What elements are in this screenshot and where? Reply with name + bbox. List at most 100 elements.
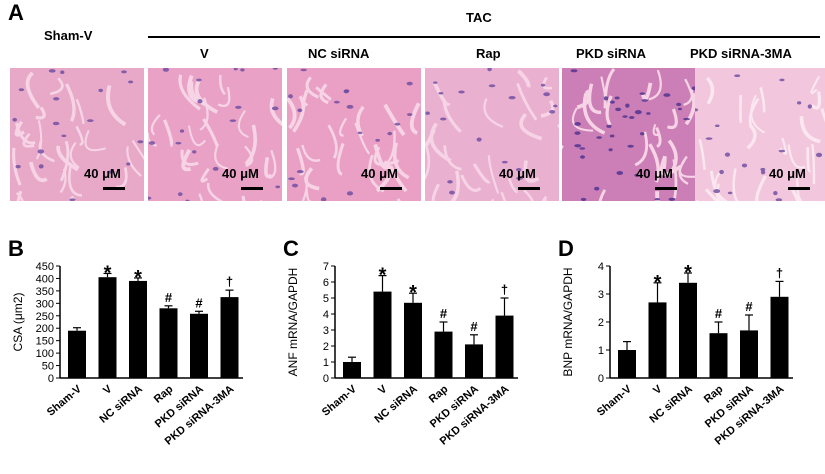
significance-marker: # (715, 306, 723, 321)
bar (404, 302, 422, 378)
y-tick-label: 6 (323, 277, 329, 289)
histology-image-nc-sirna: 40 μM (287, 68, 421, 201)
bar (740, 330, 758, 378)
scale-label: 40 μM (499, 166, 536, 181)
y-axis-label: CSA (μm2) (11, 293, 25, 352)
bar (648, 302, 667, 378)
y-tick-label: 450 (36, 261, 54, 273)
y-tick-label: 350 (36, 286, 54, 298)
significance-marker: † (501, 282, 508, 297)
significance-marker: * (409, 282, 417, 304)
bar (129, 280, 147, 378)
sham-label: Sham-V (44, 28, 93, 43)
bar (770, 296, 789, 378)
x-tick-label: V (101, 383, 115, 397)
significance-marker: † (776, 265, 783, 280)
scale-label: 40 μM (84, 166, 121, 181)
y-tick-label: 2 (598, 317, 604, 329)
y-tick-label: 4 (598, 261, 604, 273)
scale-bar (788, 187, 810, 190)
y-tick-label: 0 (598, 373, 604, 385)
x-tick-label: Sham-V (45, 383, 85, 419)
scale-label: 40 μM (636, 166, 673, 181)
y-axis-label: BNP mRNA/GAPDH (561, 267, 575, 376)
bar (495, 315, 514, 378)
significance-marker: # (745, 299, 753, 314)
bar (98, 277, 117, 378)
y-tick-label: 3 (598, 289, 604, 301)
y-tick-label: 0 (48, 373, 54, 385)
tac-group-label: TAC (466, 10, 492, 25)
column-label-v: V (200, 46, 209, 61)
y-tick-label: 3 (323, 325, 329, 337)
y-tick-label: 1 (598, 345, 604, 357)
y-tick-label: 7 (323, 261, 329, 273)
significance-marker: * (654, 272, 662, 294)
scale-bar (380, 187, 402, 190)
y-tick-label: 4 (323, 309, 329, 321)
bar (618, 350, 636, 378)
y-tick-label: 1 (323, 357, 329, 369)
significance-marker: * (379, 265, 387, 287)
scale-bar (241, 187, 263, 190)
bar (679, 282, 697, 378)
x-tick-label: Rap (427, 383, 451, 406)
x-tick-label: V (376, 383, 390, 397)
bar (68, 330, 86, 378)
scale-bar (103, 187, 125, 190)
scale-label: 40 μM (361, 166, 398, 181)
bar (709, 333, 728, 378)
significance-marker: † (226, 274, 233, 289)
column-label-pkd-sirna: PKD siRNA (576, 46, 647, 61)
panel-letter: C (283, 236, 299, 261)
scale-label: 40 μM (222, 166, 259, 181)
y-tick-label: 300 (36, 298, 54, 310)
bar (465, 344, 483, 378)
scale-bar (518, 187, 540, 190)
x-tick-label: Sham-V (595, 383, 635, 419)
panel-letter: D (558, 236, 574, 261)
significance-marker: * (684, 262, 692, 284)
x-tick-label: Rap (702, 383, 726, 406)
column-label-pkd-sirna-3ma: PKD siRNA-3MA (690, 46, 792, 61)
column-label-rap: Rap (476, 46, 501, 61)
significance-marker: # (440, 306, 448, 321)
bar (373, 291, 392, 378)
y-tick-label: 200 (36, 323, 54, 335)
bar (343, 362, 361, 378)
panel-letter: B (8, 236, 24, 261)
y-tick-label: 2 (323, 341, 329, 353)
significance-marker: * (104, 262, 112, 284)
y-tick-label: 400 (36, 273, 54, 285)
bar (434, 331, 453, 378)
y-axis-label: ANF mRNA/GAPDH (286, 268, 300, 377)
significance-marker: # (195, 295, 203, 310)
scale-label: 40 μM (769, 166, 806, 181)
scale-bar (655, 187, 677, 190)
significance-marker: # (470, 319, 478, 334)
histology-image-sham-v: 40 μM (10, 68, 144, 201)
y-tick-label: 100 (36, 348, 54, 360)
histology-image-pkd-sirna: 40 μM (562, 68, 696, 201)
y-tick-label: 5 (323, 293, 329, 305)
bar (159, 308, 178, 378)
significance-marker: * (134, 267, 142, 289)
x-tick-label: Rap (152, 383, 176, 406)
column-label-nc-sirna: NC siRNA (308, 46, 370, 61)
x-tick-label: V (651, 383, 665, 397)
y-tick-label: 250 (36, 311, 54, 323)
bar (220, 297, 239, 378)
significance-marker: # (165, 290, 173, 305)
tac-group-line (148, 36, 820, 38)
panel-letter-a: A (8, 0, 24, 25)
y-tick-label: 150 (36, 336, 54, 348)
histology-image-v: 40 μM (148, 68, 282, 201)
y-tick-label: 0 (323, 373, 329, 385)
bar (190, 313, 208, 378)
y-tick-label: 50 (42, 361, 54, 373)
histology-image-rap: 40 μM (425, 68, 559, 201)
histology-image-pkd-sirna-3ma: 40 μM (695, 68, 825, 201)
